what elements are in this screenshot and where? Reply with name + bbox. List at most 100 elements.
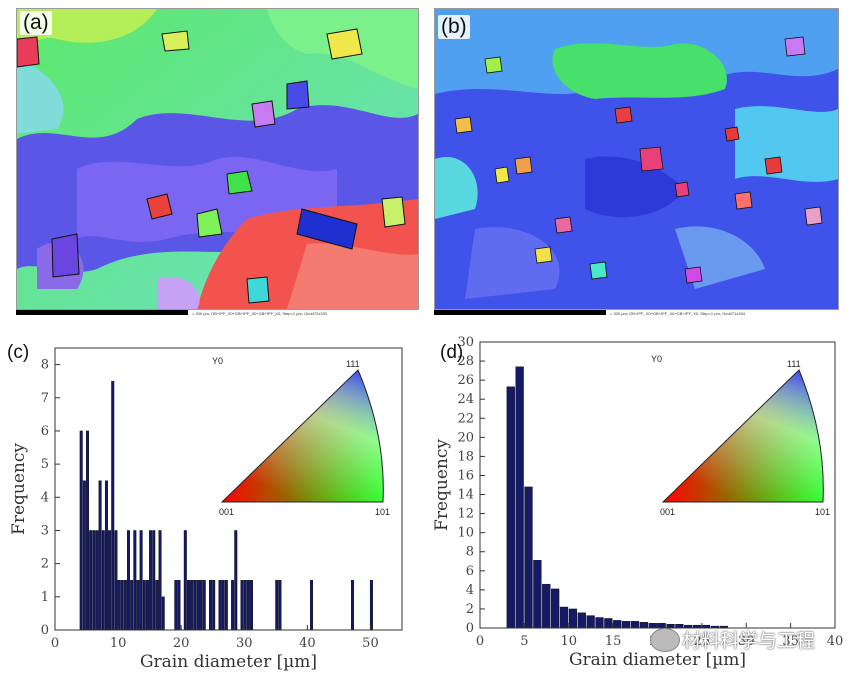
panel-d-label: (d): [440, 342, 464, 363]
x-tick-label: 40: [299, 636, 316, 651]
histogram-bar: [506, 386, 515, 629]
y-tick-label: 4: [466, 583, 474, 598]
y-tick-label: 16: [457, 468, 474, 483]
x-tick-label: 15: [605, 634, 622, 649]
histogram-bar: [190, 580, 194, 631]
y-tick-label: 0: [41, 623, 49, 638]
ipf-label-101: 101: [815, 507, 830, 517]
histogram-bar: [111, 380, 115, 631]
y-tick-label: 2: [41, 557, 49, 572]
ipf-label-001: 001: [219, 507, 234, 517]
histogram-bar: [123, 580, 127, 631]
y-axis-label: Frequency: [432, 439, 452, 531]
histogram-bar: [92, 530, 96, 631]
histogram-bar: [243, 580, 247, 631]
y-tick-label: 14: [457, 488, 474, 503]
x-tick-label: 20: [173, 636, 190, 651]
histogram-bar: [595, 617, 604, 629]
ebsd-map-b-image: [435, 9, 838, 309]
histogram-c: 001 101 111 Y0 0 10 20 30 40 50 0 1 2 3 4 5 6 7 8 Grain dia…: [9, 347, 403, 672]
histogram-bar: [79, 430, 83, 631]
y-tick-label: 5: [41, 457, 49, 472]
y-tick-label: 4: [41, 490, 49, 505]
histogram-bar: [98, 480, 102, 631]
y-tick-label: 28: [457, 354, 474, 369]
panel-c-label: (c): [7, 342, 30, 363]
histogram-bar: [82, 480, 86, 631]
x-tick-label: 0: [476, 634, 484, 649]
histogram-bar: [127, 530, 130, 631]
x-tick-label: 30: [738, 634, 755, 649]
y-tick-label: 3: [41, 523, 49, 538]
histogram-bar: [234, 530, 238, 631]
histogram-bar: [139, 530, 143, 631]
watermark-text: 材料科学与工程: [682, 630, 816, 652]
histogram-bar: [202, 580, 206, 631]
histogram-bar: [551, 588, 560, 629]
histogram-bar: [542, 583, 551, 629]
histogram-bar: [130, 580, 134, 631]
histogram-bar: [577, 612, 586, 629]
histogram-bar: [183, 530, 187, 631]
histogram-bar: [231, 580, 235, 631]
y-tick-label: 2: [466, 602, 474, 617]
y-tick-label: 7: [41, 391, 49, 406]
y-tick-label: 6: [41, 424, 49, 439]
histogram-bar: [104, 480, 108, 631]
histogram-bar: [524, 486, 533, 629]
histogram-bar: [250, 580, 254, 631]
histogram-bar: [604, 618, 613, 629]
histogram-bar: [586, 615, 595, 629]
y-tick-label: 0: [466, 621, 474, 636]
histogram-bar: [89, 530, 93, 631]
histogram-bar: [369, 580, 373, 631]
y-tick-label: 8: [41, 358, 49, 373]
watermark-logo-icon: [650, 628, 680, 652]
ipf-label-111: 111: [787, 359, 801, 369]
ipf-triangle-legend: [661, 369, 824, 503]
x-tick-label: 25: [694, 634, 711, 649]
histogram-bar: [120, 580, 124, 631]
histogram-bar: [114, 530, 118, 631]
histogram-bar: [568, 608, 578, 629]
histogram-bar: [199, 580, 203, 631]
histogram-bar: [108, 530, 112, 631]
histogram-bar: [218, 580, 222, 631]
y-tick-label: 30: [457, 335, 474, 350]
y-tick-label: 12: [457, 507, 474, 522]
y-tick-label: 24: [457, 392, 474, 407]
x-axis-label: Grain diameter [µm]: [569, 650, 746, 670]
ipf-label-101: 101: [375, 507, 390, 517]
histogram-bar: [224, 580, 228, 631]
x-tick-label: 10: [110, 636, 127, 651]
scale-text-a: = 200 µm; GB+IPF_X0+GB+IPF_X0+GB+IPF_X0;…: [192, 311, 328, 316]
ipf-label-001: 001: [660, 507, 675, 517]
scale-bar-a: [16, 310, 188, 315]
histogram-bar: [221, 580, 225, 631]
x-tick-label: 40: [827, 634, 844, 649]
histogram-bar: [622, 621, 631, 629]
histogram-bar: [142, 580, 146, 631]
histogram-bar: [155, 580, 159, 631]
plot-frame: [54, 347, 403, 631]
scale-bar-b: [434, 310, 606, 315]
panel-a-label: (a): [20, 11, 52, 35]
x-tick-label: 35: [782, 634, 799, 649]
y-tick-label: 1: [41, 590, 49, 605]
x-tick-label: 30: [236, 636, 253, 651]
panel-c: 001 101 111 Y0 0 10 20 30 40 50 0 1 2 3 4 5 6 7 8 Grain dia…: [0, 330, 425, 677]
histogram-bar: [177, 580, 181, 631]
x-tick-label: 5: [520, 634, 528, 649]
y-tick-label: 18: [457, 449, 474, 464]
histogram-bar: [275, 580, 279, 631]
histogram-bar: [639, 622, 649, 629]
ebsd-map-a: [16, 8, 419, 310]
ipf-label-111: 111: [346, 359, 360, 369]
histogram-bar: [149, 530, 153, 631]
histogram-bar: [533, 560, 542, 629]
histogram-bar: [515, 366, 524, 629]
y-tick-label: 20: [457, 430, 474, 445]
histogram-bar: [613, 620, 622, 629]
histogram-d: 001101111Y005101520253035400246810121416…: [432, 335, 844, 670]
histogram-bar: [95, 530, 99, 631]
